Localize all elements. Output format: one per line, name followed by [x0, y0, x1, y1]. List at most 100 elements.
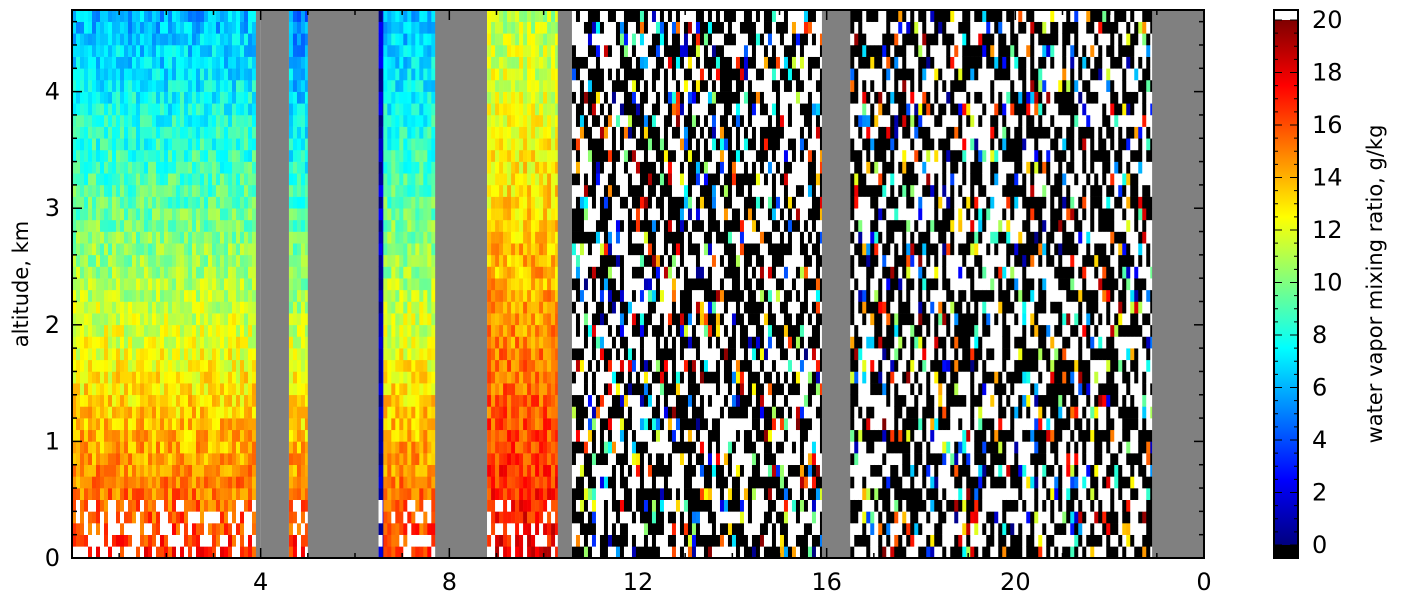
heatmap-cell: [547, 184, 552, 197]
heatmap-cell: [112, 33, 117, 46]
heatmap-cell: [208, 44, 213, 57]
heatmap-cell: [503, 149, 508, 162]
heatmap-cell: [399, 21, 404, 34]
heatmap-cell: [511, 464, 516, 477]
heatmap-cell: [579, 278, 585, 291]
heatmap-cell: [228, 476, 233, 489]
heatmap-cell: [403, 488, 408, 500]
heatmap-cell: [168, 208, 173, 221]
heatmap-cell: [180, 453, 185, 466]
heatmap-cell: [196, 534, 201, 547]
heatmap-cell: [639, 511, 645, 524]
heatmap-cell: [627, 149, 633, 162]
heatmap-cell: [627, 348, 633, 361]
heatmap-cell: [164, 103, 169, 116]
heatmap-cell: [415, 289, 420, 302]
heatmap-cell: [136, 476, 141, 489]
heatmap-cell: [595, 219, 601, 232]
heatmap-cell: [587, 149, 593, 162]
heatmap-cell: [507, 208, 512, 221]
heatmap-cell: [639, 114, 645, 127]
heatmap-cell: [76, 10, 81, 22]
heatmap-cell: [519, 196, 524, 209]
heatmap-cell: [407, 453, 412, 466]
heatmap-cell: [164, 219, 169, 232]
heatmap-cell: [651, 418, 657, 431]
heatmap-cell: [399, 184, 404, 197]
heatmap-cell: [595, 464, 601, 477]
heatmap-cell: [419, 10, 424, 22]
heatmap-cell: [108, 406, 113, 419]
heatmap-cell: [168, 418, 173, 431]
heatmap-cell: [527, 254, 532, 267]
heatmap-cell: [507, 114, 512, 127]
heatmap-cell: [72, 33, 77, 46]
heatmap-cell: [407, 534, 412, 547]
heatmap-cell: [300, 196, 306, 209]
heatmap-cell: [551, 278, 556, 291]
heatmap-cell: [116, 44, 121, 57]
heatmap-cell: [188, 429, 193, 442]
heatmap-cell: [228, 103, 233, 116]
heatmap-cell: [615, 429, 621, 442]
heatmap-cell: [292, 336, 298, 349]
heatmap-cell: [391, 348, 396, 361]
heatmap-cell: [579, 534, 585, 547]
heatmap-cell: [575, 196, 581, 209]
heatmap-cell: [531, 383, 536, 396]
heatmap-cell: [116, 161, 121, 174]
heatmap-cell: [132, 56, 137, 69]
heatmap-cell: [527, 359, 532, 372]
heatmap-cell: [140, 418, 145, 431]
heatmap-cell: [527, 534, 532, 547]
heatmap-cell: [639, 278, 645, 291]
heatmap-cell: [391, 499, 396, 512]
heatmap-cell: [188, 348, 193, 361]
heatmap-cell: [555, 44, 559, 57]
heatmap-cell: [136, 149, 141, 162]
heatmap-cell: [495, 511, 500, 524]
heatmap-cell: [651, 114, 657, 127]
heatmap-cell: [292, 173, 298, 186]
heatmap-cell: [164, 348, 169, 361]
heatmap-cell: [583, 196, 589, 209]
heatmap-cell: [619, 79, 625, 92]
heatmap-cell: [224, 126, 229, 139]
heatmap-cell: [639, 406, 645, 419]
heatmap-cell: [623, 488, 629, 500]
heatmap-cell: [84, 476, 89, 489]
heatmap-cell: [615, 418, 621, 431]
heatmap-cell: [240, 149, 245, 162]
heatmap-cell: [491, 488, 496, 500]
heatmap-cell: [655, 138, 661, 151]
heatmap-cell: [300, 56, 306, 69]
heatmap-cell: [248, 371, 253, 384]
heatmap-cell: [383, 546, 388, 558]
heatmap-cell: [591, 56, 597, 69]
heatmap-cell: [551, 418, 556, 431]
heatmap-cell: [216, 103, 221, 116]
heatmap-cell: [248, 138, 253, 151]
heatmap-cell: [140, 301, 145, 314]
heatmap-cell: [511, 348, 516, 361]
heatmap-cell: [296, 114, 302, 127]
heatmap-cell: [527, 371, 532, 384]
heatmap-cell: [647, 546, 653, 558]
heatmap-cell: [587, 173, 593, 186]
heatmap-cell: [499, 511, 504, 524]
heatmap-cell: [399, 161, 404, 174]
heatmap-cell: [511, 336, 516, 349]
heatmap-cell: [491, 196, 496, 209]
heatmap-cell: [627, 208, 633, 221]
heatmap-cell: [168, 464, 173, 477]
heatmap-cell: [619, 523, 625, 535]
heatmap-cell: [619, 313, 625, 326]
heatmap-cell: [252, 476, 257, 489]
heatmap-cell: [152, 371, 157, 384]
heatmap-cell: [539, 289, 544, 302]
heatmap-cell: [423, 464, 428, 477]
heatmap-cell: [631, 301, 637, 314]
heatmap-cell: [651, 21, 657, 34]
heatmap-cell: [487, 231, 492, 244]
heatmap-cell: [583, 266, 589, 279]
